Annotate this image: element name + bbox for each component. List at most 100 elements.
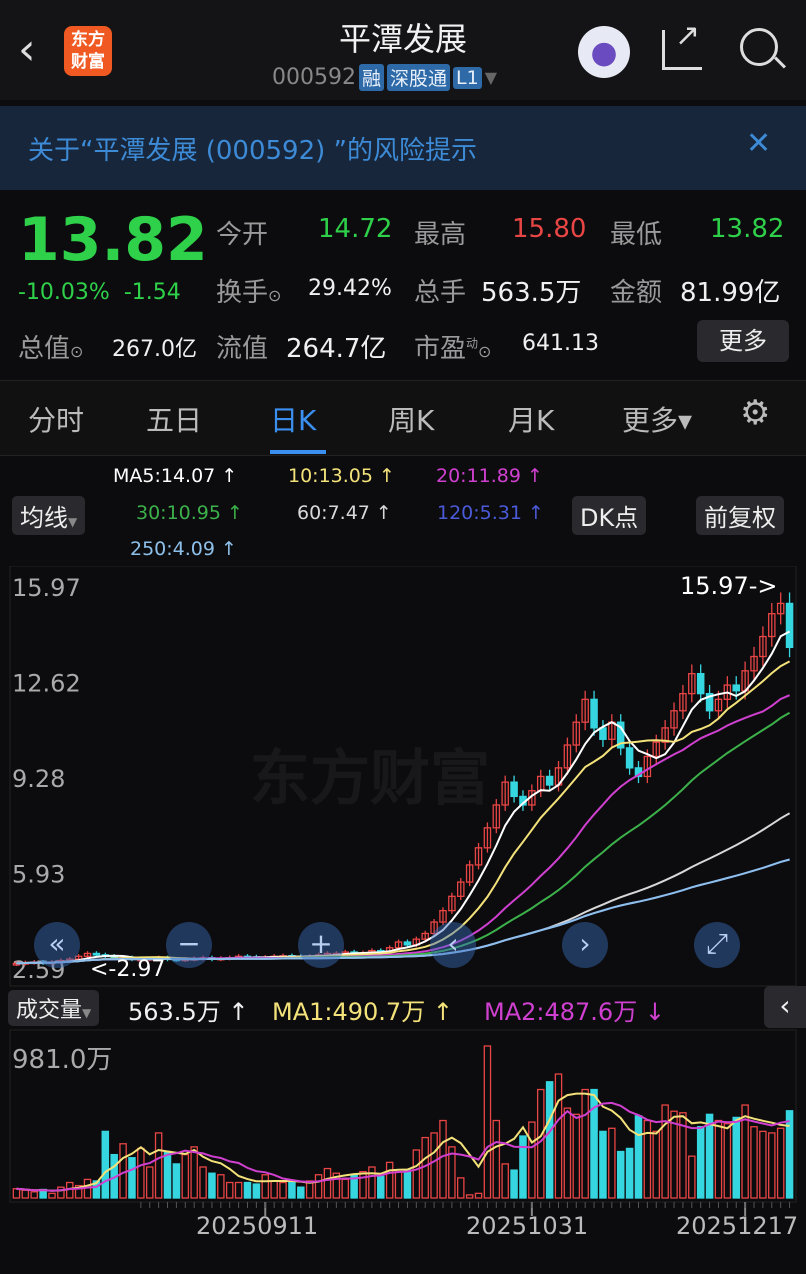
volume-bar [705,1113,714,1199]
volume-bar [732,1116,740,1199]
volume-bar [377,1175,385,1199]
volume-bar [57,1186,65,1199]
mcap-label[interactable]: 总值⊙ [18,328,83,365]
tab-five-day[interactable]: 五日 [146,404,203,437]
price-tick-label: 2.59 [12,956,65,984]
zoom-out-icon[interactable]: − [166,922,212,968]
candle-body [465,864,474,883]
date-label: 20251031 [466,1212,589,1240]
tab-intraday[interactable]: 分时 [28,404,85,437]
tab-more[interactable]: 更多▾ [622,404,693,437]
ma10-line [16,660,791,965]
level-tag: L1 [453,66,482,89]
price-tick-label: 12.62 [12,670,81,698]
back-button[interactable]: ‹ [18,24,36,75]
date-label: 20251217 [676,1212,799,1240]
current-price: 13.82 [18,205,208,275]
risk-banner-text[interactable]: 关于“平潭发展 (000592) ”的风险提示 [28,136,478,166]
pe-label[interactable]: 市盈动⊙ [414,328,491,365]
volume-bar [759,1130,767,1199]
volume-bar [288,1181,296,1199]
pe-value: 641.13 [522,331,599,356]
candle-body [430,921,438,935]
candle-body [421,932,429,940]
volume-bar [163,1150,172,1199]
gear-icon[interactable]: ⚙ [740,393,771,433]
ma60-line [16,812,791,965]
volume-bar [723,1122,732,1199]
tab-monthly-k[interactable]: 月K [508,404,555,437]
candle-body [510,781,518,798]
volume-bar [252,1183,261,1199]
search-icon[interactable] [740,28,787,69]
more-button[interactable]: 更多 [697,320,789,362]
ma250-legend: 250:4.09 ↑ [130,538,237,560]
volume-bar [785,1110,794,1199]
turnover-label[interactable]: 换手⊙ [216,272,281,309]
volume-bar [21,1189,30,1199]
fullscreen-icon[interactable]: ⤢ [694,922,740,968]
app-logo[interactable]: 东方财富 [64,26,112,76]
candle-body [483,827,492,849]
zoom-in-icon[interactable]: + [298,922,344,968]
info-icon[interactable]: ⊙ [70,342,84,361]
volume-bar [92,1180,101,1199]
volume-bar [439,1119,447,1199]
volume-bar [199,1166,207,1199]
price-chart-frame [9,566,797,987]
price-tick-label: 9.28 [12,765,65,793]
volume-bar [74,1184,83,1199]
candle-body [768,613,776,638]
volume-bar [341,1178,349,1199]
volume-bar [599,1130,607,1199]
volume-ma2: MA2:487.6万 ↓ [484,998,665,1026]
kline-chart[interactable]: 15.97 12.62 9.28 5.93 2.59 15.97-> <-2.97 981.0… [0,566,806,1266]
volume-selector[interactable]: 成交量▼ [8,990,100,1026]
candle-body [643,755,652,778]
high-label: 最高 [414,220,467,250]
volume-bar [270,1180,278,1199]
tab-daily-k[interactable]: 日K [270,404,317,437]
volume-bar [181,1153,190,1199]
info-icon[interactable]: ⊙ [268,286,282,305]
info-icon[interactable]: ⊙ [478,342,492,361]
candle-body [474,847,483,866]
risk-banner[interactable] [0,106,806,190]
volume-bar [172,1163,181,1199]
volume-bar [741,1104,749,1199]
volume-bar [145,1166,154,1199]
dk-point-button[interactable]: DK点 [572,496,647,535]
robot-avatar-icon[interactable] [578,26,630,78]
volume-bar [403,1169,412,1199]
volume-bar [750,1126,758,1199]
ma20-legend: 20:11.89 ↑ [436,465,543,487]
pe-label-text: 市盈 [414,334,467,364]
volume-bar [625,1147,634,1199]
share-icon[interactable]: ↗ [662,18,702,70]
close-icon[interactable]: ✕ [746,126,772,161]
period-tabs: 分时 五日 日K 周K 月K 更多▾ ⚙ [0,380,806,456]
volume-bar [430,1132,438,1199]
volume-bar [190,1146,198,1199]
candle-body [83,952,92,957]
ma-selector[interactable]: 均线▼ [12,496,86,535]
stock-code-row[interactable]: 000592 融 深股通 L1 ▼ [272,64,497,91]
volume-bar [279,1181,287,1199]
candle-body [492,804,501,829]
volume-header: 成交量▼ 563.5万 ↑ MA1:490.7万 ↑ MA2:487.6万 ↓ … [0,986,806,1028]
scroll-right-icon[interactable]: › [562,922,608,968]
volume-bar [616,1150,625,1199]
candle-body [750,655,758,672]
volume-bar [394,1171,403,1199]
scroll-left-fast-icon[interactable]: « [34,922,80,968]
volume-bar [261,1174,270,1199]
adjust-button[interactable]: 前复权 [696,496,784,535]
chevron-left-icon[interactable]: ‹ [764,986,806,1028]
volume-bar [492,1119,501,1199]
scroll-left-icon[interactable]: ‹ [430,922,476,968]
volume-bar [581,1088,589,1199]
volume-label: 总手 [414,278,467,308]
amount-label: 金额 [610,278,663,308]
tab-weekly-k[interactable]: 周K [388,404,435,437]
ma5-legend: MA5:14.07 ↑ [113,465,238,487]
